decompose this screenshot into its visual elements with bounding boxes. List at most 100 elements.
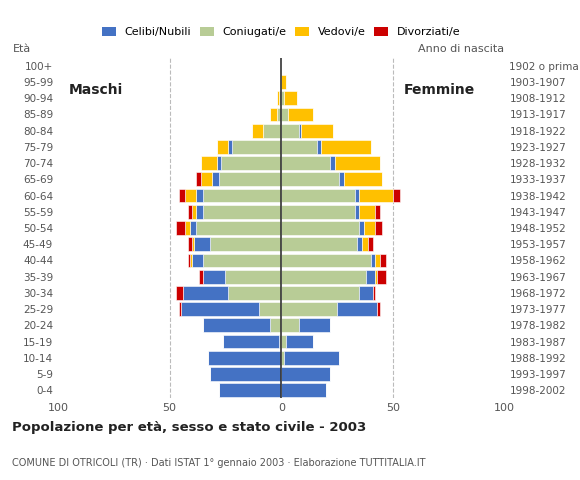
Bar [216, 140, 228, 154]
Bar [210, 367, 281, 381]
Bar [281, 205, 355, 219]
Bar [375, 270, 378, 284]
Bar [288, 108, 313, 121]
Bar [357, 237, 362, 251]
Bar [281, 156, 331, 170]
Bar [375, 205, 379, 219]
Legend: Celibi/Nubili, Coniugati/e, Vedovi/e, Divorziati/e: Celibi/Nubili, Coniugati/e, Vedovi/e, Di… [98, 22, 465, 42]
Bar [360, 205, 375, 219]
Bar [281, 253, 371, 267]
Bar [190, 253, 192, 267]
Bar [192, 205, 197, 219]
Bar [281, 302, 337, 316]
Bar [375, 253, 379, 267]
Bar [281, 108, 288, 121]
Bar [199, 270, 203, 284]
Bar [284, 351, 339, 365]
Bar [232, 140, 281, 154]
Bar [221, 156, 281, 170]
Bar [281, 91, 284, 105]
Bar [393, 189, 400, 203]
Bar [208, 351, 281, 365]
Bar [277, 108, 281, 121]
Bar [192, 237, 194, 251]
Bar [187, 205, 192, 219]
Bar [197, 172, 201, 186]
Bar [259, 302, 281, 316]
Bar [281, 189, 355, 203]
Bar [203, 318, 270, 332]
Bar [226, 270, 281, 284]
Bar [317, 140, 321, 154]
Bar [368, 237, 373, 251]
Bar [375, 221, 382, 235]
Bar [270, 108, 277, 121]
Bar [373, 286, 375, 300]
Bar [281, 172, 339, 186]
Bar [344, 172, 382, 186]
Bar [176, 221, 185, 235]
Bar [281, 286, 360, 300]
Bar [281, 351, 284, 365]
Bar [284, 91, 297, 105]
Bar [210, 237, 281, 251]
Bar [281, 335, 286, 348]
Text: COMUNE DI OTRICOLI (TR) · Dati ISTAT 1° gennaio 2003 · Elaborazione TUTTITALIA.I: COMUNE DI OTRICOLI (TR) · Dati ISTAT 1° … [12, 458, 425, 468]
Bar [364, 221, 375, 235]
Bar [281, 237, 357, 251]
Bar [223, 335, 279, 348]
Bar [187, 253, 190, 267]
Bar [379, 253, 386, 267]
Bar [337, 302, 378, 316]
Bar [378, 270, 386, 284]
Bar [366, 270, 375, 284]
Text: Anno di nascita: Anno di nascita [419, 44, 505, 54]
Bar [378, 302, 379, 316]
Bar [279, 335, 281, 348]
Bar [187, 237, 192, 251]
Bar [197, 205, 203, 219]
Bar [203, 189, 281, 203]
Bar [192, 253, 203, 267]
Bar [279, 91, 281, 105]
Bar [203, 205, 281, 219]
Bar [331, 156, 335, 170]
Bar [277, 91, 279, 105]
Text: Femmine: Femmine [404, 84, 476, 97]
Bar [185, 221, 190, 235]
Bar [219, 172, 281, 186]
Bar [286, 335, 313, 348]
Bar [281, 75, 286, 89]
Bar [179, 189, 185, 203]
Bar [181, 302, 259, 316]
Bar [179, 302, 181, 316]
Bar [201, 172, 212, 186]
Bar [281, 318, 299, 332]
Bar [228, 140, 232, 154]
Bar [203, 253, 281, 267]
Bar [270, 318, 281, 332]
Bar [281, 384, 326, 397]
Bar [360, 221, 364, 235]
Text: Maschi: Maschi [69, 84, 124, 97]
Bar [252, 124, 263, 138]
Bar [355, 205, 360, 219]
Bar [190, 221, 197, 235]
Bar [281, 124, 299, 138]
Bar [185, 189, 197, 203]
Bar [281, 367, 331, 381]
Bar [176, 286, 183, 300]
Bar [339, 172, 344, 186]
Bar [302, 124, 333, 138]
Bar [216, 156, 221, 170]
Bar [299, 318, 331, 332]
Bar [194, 237, 210, 251]
Bar [299, 124, 302, 138]
Bar [360, 286, 373, 300]
Bar [355, 189, 360, 203]
Bar [212, 172, 219, 186]
Bar [281, 140, 317, 154]
Bar [197, 221, 281, 235]
Bar [183, 286, 228, 300]
Text: Popolazione per età, sesso e stato civile - 2003: Popolazione per età, sesso e stato civil… [12, 421, 366, 434]
